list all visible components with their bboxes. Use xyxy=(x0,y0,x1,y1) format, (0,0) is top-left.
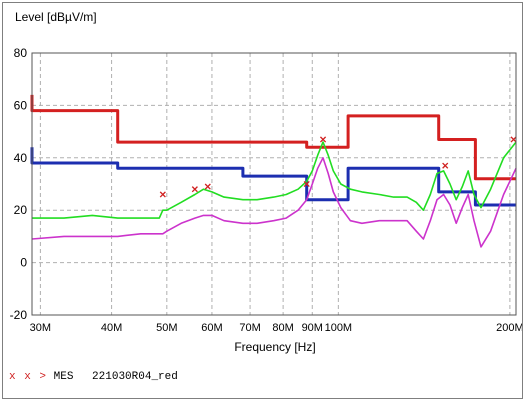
series-layer xyxy=(30,94,517,248)
y-tick-label: 20 xyxy=(14,203,28,217)
x-tick-label: 90M xyxy=(302,322,323,334)
y-axis-title: Level [dBµV/m] xyxy=(15,10,97,24)
x-tick-labels: 30M 40M 50M 60M 70M 80M 90M 100M 200M xyxy=(30,322,522,334)
y-tick-labels: -20 0 20 40 60 80 xyxy=(10,46,28,322)
peak-marker xyxy=(159,191,166,198)
y-tick-label: 60 xyxy=(14,98,28,112)
peak-markers xyxy=(159,136,517,198)
peak-marker xyxy=(303,180,310,188)
x-tick-label: 80M xyxy=(272,322,293,334)
y-tick-label: 0 xyxy=(20,256,27,270)
plot-area-border xyxy=(31,52,517,316)
peak-marker xyxy=(319,136,327,143)
x-tick-label: 40M xyxy=(101,322,122,334)
peak-marker xyxy=(510,136,517,143)
series-trace-average xyxy=(31,157,517,248)
series-trace-peak xyxy=(32,141,517,219)
x-tick-label: 200M xyxy=(496,322,522,334)
y-tick-label: 40 xyxy=(14,151,28,165)
y-tick-label: -20 xyxy=(10,308,28,322)
peak-marker xyxy=(442,162,449,169)
series-limit-line-qp xyxy=(30,94,516,181)
x-tick-label: 100M xyxy=(325,322,353,334)
legend-file-name: 221030R04_red xyxy=(92,371,178,383)
grid xyxy=(32,53,516,315)
legend-series-label: MES xyxy=(53,371,74,383)
x-axis-title: Frequency [Hz] xyxy=(234,340,315,354)
x-tick-label: 50M xyxy=(156,322,177,334)
x-tick-label: 60M xyxy=(201,322,222,334)
legend: x x > MES 221030R04_red xyxy=(9,371,178,383)
x-tick-label: 30M xyxy=(30,322,51,334)
x-tick-label: 70M xyxy=(239,322,260,334)
peak-marker xyxy=(191,186,198,193)
peak-marker xyxy=(204,183,211,190)
emission-chart: Level [dBµV/m] -20 0 20 40 60 80 30M 40M 50M 60M… xyxy=(10,10,522,354)
y-tick-label: 80 xyxy=(14,46,28,60)
legend-marker-symbols: x x > xyxy=(9,371,48,383)
